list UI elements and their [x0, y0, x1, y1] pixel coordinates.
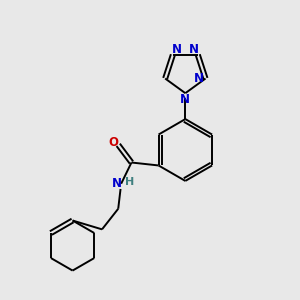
Text: O: O — [109, 136, 119, 149]
Text: H: H — [125, 177, 134, 187]
Text: N: N — [194, 72, 204, 85]
Text: N: N — [172, 43, 182, 56]
Text: N: N — [180, 93, 190, 106]
Text: N: N — [112, 177, 122, 190]
Text: N: N — [188, 43, 198, 56]
